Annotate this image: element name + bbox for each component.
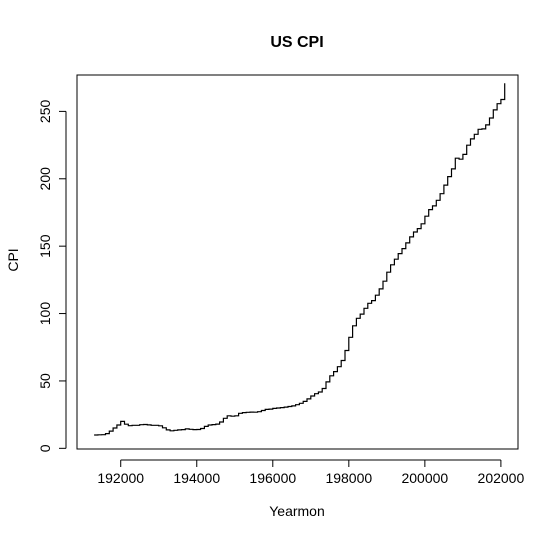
y-tick-label: 0 <box>37 444 53 452</box>
x-axis: 192000 194000 196000 198000 200000 202000 <box>97 459 525 486</box>
y-tick-label: 150 <box>37 234 53 258</box>
y-axis: 0 50 100 150 200 250 <box>37 99 67 452</box>
y-tick-label: 50 <box>37 373 53 389</box>
series-layer <box>94 83 506 436</box>
plot-frame <box>76 74 519 450</box>
x-tick-label: 202000 <box>478 470 525 486</box>
x-tick-label: 194000 <box>173 470 220 486</box>
y-tick-label: 100 <box>37 302 53 326</box>
y-axis-label: CPI <box>5 248 21 271</box>
y-tick-label: 250 <box>37 99 53 123</box>
x-tick-label: 196000 <box>249 470 296 486</box>
chart-title: US CPI <box>270 34 323 51</box>
y-tick-label: 200 <box>37 167 53 191</box>
x-tick-label: 192000 <box>97 470 144 486</box>
cpi-series-line <box>94 83 506 436</box>
x-tick-label: 198000 <box>325 470 372 486</box>
x-axis-label: Yearmon <box>269 503 325 519</box>
x-tick-label: 200000 <box>401 470 448 486</box>
